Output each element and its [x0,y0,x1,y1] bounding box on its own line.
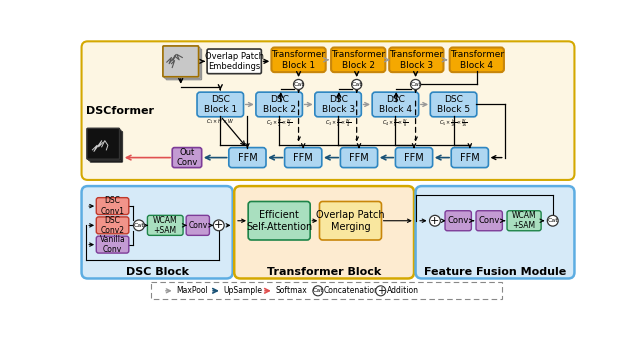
FancyBboxPatch shape [81,41,575,180]
Text: +: + [430,216,440,226]
FancyBboxPatch shape [96,236,129,253]
FancyBboxPatch shape [319,201,381,240]
Circle shape [294,79,303,90]
Text: $C_2\times\frac{H}{2}\times\frac{W}{2}$: $C_2\times\frac{H}{2}\times\frac{W}{2}$ [266,118,292,129]
Text: Feature Fusion Module: Feature Fusion Module [424,267,566,276]
FancyBboxPatch shape [166,49,202,80]
Text: Transformer Block: Transformer Block [267,267,381,276]
FancyBboxPatch shape [96,198,129,215]
Text: MaxPool: MaxPool [176,286,208,295]
Text: Conv: Conv [447,216,469,225]
Text: FFM: FFM [237,152,257,163]
Text: Conv: Conv [188,221,207,230]
FancyBboxPatch shape [256,92,303,117]
Text: Cat: Cat [410,82,421,87]
Text: WCAM
+SAM: WCAM +SAM [512,211,536,231]
Text: $C_1\times H\times W$: $C_1\times H\times W$ [206,118,234,126]
Text: $C_3\times\frac{H}{4}\times\frac{W}{4}$: $C_3\times\frac{H}{4}\times\frac{W}{4}$ [325,118,351,129]
FancyBboxPatch shape [229,148,266,168]
FancyBboxPatch shape [234,186,414,279]
Text: Cat: Cat [547,218,558,223]
Text: Softmax: Softmax [275,286,307,295]
Text: FFM: FFM [460,152,480,163]
Text: Overlap Patch
Embeddings: Overlap Patch Embeddings [205,52,264,71]
Text: DSC
Block 1: DSC Block 1 [204,95,237,114]
Circle shape [351,79,362,90]
Text: DSC Block: DSC Block [126,267,189,276]
FancyBboxPatch shape [164,48,200,78]
Text: $C_5\times\frac{H}{16}\times\frac{W}{16}$: $C_5\times\frac{H}{16}\times\frac{W}{16}… [439,118,468,129]
FancyBboxPatch shape [450,48,504,72]
Circle shape [376,286,386,296]
Text: Transformer
Block 3: Transformer Block 3 [389,50,444,70]
FancyBboxPatch shape [207,49,261,74]
FancyBboxPatch shape [271,48,326,72]
Text: Conv: Conv [479,216,500,225]
FancyBboxPatch shape [147,215,183,235]
Text: Transformer
Block 4: Transformer Block 4 [450,50,504,70]
FancyBboxPatch shape [172,148,202,168]
Circle shape [134,220,145,231]
Text: Out
Conv: Out Conv [176,148,198,167]
Text: DSC
Block 5: DSC Block 5 [437,95,470,114]
Text: DSC
Block 4: DSC Block 4 [379,95,412,114]
FancyBboxPatch shape [340,148,378,168]
Text: DSCformer: DSCformer [86,106,154,116]
FancyBboxPatch shape [248,201,310,240]
FancyBboxPatch shape [197,92,244,117]
FancyBboxPatch shape [315,92,362,117]
Circle shape [410,79,420,90]
FancyBboxPatch shape [476,211,502,231]
Text: Addition: Addition [387,286,419,295]
Text: DSC
Block 2: DSC Block 2 [262,95,296,114]
FancyBboxPatch shape [415,186,575,279]
FancyBboxPatch shape [87,128,120,159]
Text: $C_4\times\frac{H}{8}\times\frac{W}{8}$: $C_4\times\frac{H}{8}\times\frac{W}{8}$ [382,118,408,129]
Text: FFM: FFM [404,152,424,163]
Text: +: + [377,286,385,296]
FancyBboxPatch shape [186,215,209,235]
FancyBboxPatch shape [163,46,198,77]
Text: DSC
Conv1: DSC Conv1 [100,196,125,216]
FancyBboxPatch shape [396,148,433,168]
FancyBboxPatch shape [81,186,233,279]
FancyBboxPatch shape [163,46,198,77]
Circle shape [547,215,558,226]
Text: Cat: Cat [312,288,323,293]
FancyBboxPatch shape [285,148,322,168]
Text: Efficient
Self-Attention: Efficient Self-Attention [246,210,312,232]
Text: FFM: FFM [349,152,369,163]
FancyBboxPatch shape [372,92,419,117]
FancyBboxPatch shape [445,211,472,231]
Text: FFM: FFM [293,152,313,163]
Text: Transformer
Block 1: Transformer Block 1 [271,50,326,70]
Text: Overlap Patch
Merging: Overlap Patch Merging [316,210,385,232]
Text: Cat: Cat [134,223,144,228]
Text: Vanilla
Conv: Vanilla Conv [100,235,125,254]
Text: UpSample: UpSample [223,286,262,295]
Text: DSC
Block 3: DSC Block 3 [321,95,355,114]
FancyBboxPatch shape [87,128,120,159]
Text: Cat: Cat [293,82,304,87]
Text: Concatenation: Concatenation [324,286,380,295]
FancyBboxPatch shape [90,131,123,162]
Circle shape [313,286,323,296]
Text: DSC
Conv2: DSC Conv2 [100,216,125,235]
Text: WCAM
+SAM: WCAM +SAM [153,216,177,235]
FancyBboxPatch shape [151,282,502,298]
FancyBboxPatch shape [430,92,477,117]
FancyBboxPatch shape [507,211,541,231]
Circle shape [429,215,440,226]
Circle shape [213,220,224,231]
FancyBboxPatch shape [451,148,488,168]
Text: Transformer
Block 2: Transformer Block 2 [331,50,385,70]
FancyBboxPatch shape [96,217,129,234]
FancyBboxPatch shape [331,48,385,72]
Text: Cat: Cat [351,82,362,87]
Text: +: + [214,220,223,231]
FancyBboxPatch shape [389,48,444,72]
FancyBboxPatch shape [88,130,121,161]
